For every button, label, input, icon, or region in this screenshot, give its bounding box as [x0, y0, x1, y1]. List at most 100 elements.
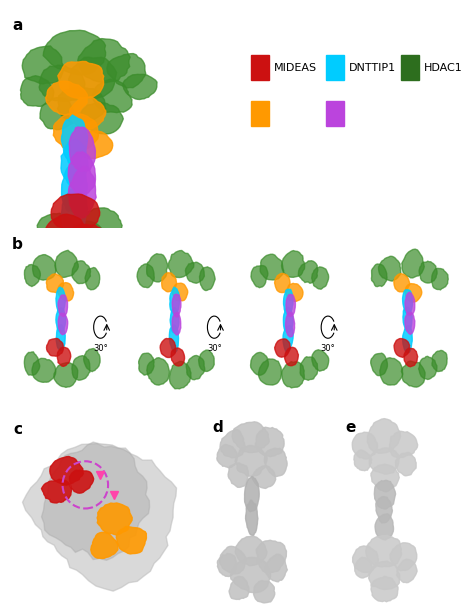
Polygon shape	[37, 213, 77, 245]
Polygon shape	[85, 268, 100, 290]
Polygon shape	[286, 284, 303, 301]
Polygon shape	[56, 325, 65, 351]
Polygon shape	[371, 464, 399, 492]
Polygon shape	[56, 308, 65, 332]
Polygon shape	[69, 57, 117, 98]
Polygon shape	[401, 361, 425, 387]
Polygon shape	[75, 131, 113, 159]
Polygon shape	[251, 266, 268, 288]
Polygon shape	[220, 430, 246, 458]
Polygon shape	[147, 358, 170, 385]
Polygon shape	[260, 254, 284, 280]
Polygon shape	[352, 432, 377, 459]
Polygon shape	[228, 463, 248, 487]
Polygon shape	[78, 39, 130, 83]
Polygon shape	[229, 576, 249, 600]
Polygon shape	[274, 274, 290, 293]
Polygon shape	[235, 536, 267, 566]
Polygon shape	[255, 427, 284, 457]
Polygon shape	[25, 258, 63, 299]
Polygon shape	[57, 87, 106, 124]
Polygon shape	[62, 115, 88, 165]
Polygon shape	[66, 241, 120, 286]
Polygon shape	[390, 543, 417, 571]
Bar	[326, 55, 344, 80]
Polygon shape	[405, 292, 415, 315]
Text: b: b	[12, 237, 23, 252]
Polygon shape	[116, 526, 146, 554]
Polygon shape	[375, 514, 393, 540]
Polygon shape	[72, 261, 91, 284]
Polygon shape	[75, 256, 110, 285]
Polygon shape	[125, 244, 157, 273]
Polygon shape	[92, 79, 132, 113]
Polygon shape	[57, 347, 71, 367]
Polygon shape	[372, 264, 387, 287]
Polygon shape	[58, 313, 68, 335]
Text: e: e	[345, 420, 356, 435]
Polygon shape	[91, 533, 118, 558]
Polygon shape	[171, 348, 184, 366]
Polygon shape	[282, 362, 304, 388]
Polygon shape	[45, 214, 87, 248]
Polygon shape	[402, 249, 424, 278]
Polygon shape	[369, 448, 400, 474]
Polygon shape	[107, 54, 146, 88]
Polygon shape	[371, 353, 387, 376]
Polygon shape	[123, 74, 157, 100]
Polygon shape	[371, 576, 398, 601]
Polygon shape	[83, 349, 100, 371]
Polygon shape	[70, 224, 107, 256]
Polygon shape	[312, 267, 328, 289]
Polygon shape	[405, 312, 415, 335]
Polygon shape	[389, 431, 418, 458]
Polygon shape	[24, 352, 40, 375]
Polygon shape	[162, 272, 176, 292]
Polygon shape	[199, 350, 214, 371]
Polygon shape	[23, 443, 176, 591]
Polygon shape	[72, 355, 90, 380]
Polygon shape	[51, 194, 100, 230]
Polygon shape	[380, 358, 403, 385]
Polygon shape	[300, 357, 318, 380]
Polygon shape	[274, 339, 291, 357]
Polygon shape	[298, 261, 318, 284]
Text: HDAC1: HDAC1	[424, 63, 463, 73]
Polygon shape	[46, 274, 64, 293]
Polygon shape	[285, 347, 299, 366]
Polygon shape	[200, 267, 215, 290]
Polygon shape	[61, 139, 88, 189]
Polygon shape	[258, 359, 282, 385]
Polygon shape	[252, 466, 276, 488]
Polygon shape	[80, 102, 123, 134]
Text: d: d	[212, 420, 223, 435]
Polygon shape	[283, 289, 293, 314]
Polygon shape	[56, 221, 107, 259]
Polygon shape	[82, 261, 131, 306]
Polygon shape	[53, 237, 98, 276]
Polygon shape	[419, 261, 437, 283]
Text: 30°: 30°	[207, 344, 222, 353]
Polygon shape	[139, 353, 154, 375]
Polygon shape	[32, 359, 56, 383]
Polygon shape	[68, 152, 95, 195]
Polygon shape	[232, 422, 269, 453]
Polygon shape	[402, 290, 412, 315]
Polygon shape	[432, 351, 447, 371]
Bar	[326, 101, 344, 126]
Polygon shape	[283, 307, 293, 333]
Polygon shape	[374, 480, 396, 509]
Bar	[251, 101, 269, 126]
Polygon shape	[235, 445, 267, 476]
Polygon shape	[379, 256, 401, 281]
Polygon shape	[58, 62, 104, 98]
Polygon shape	[254, 581, 275, 603]
Polygon shape	[168, 250, 194, 277]
Polygon shape	[397, 559, 417, 582]
Polygon shape	[402, 326, 412, 352]
Polygon shape	[57, 283, 73, 301]
Polygon shape	[217, 445, 237, 468]
Polygon shape	[46, 338, 63, 356]
Polygon shape	[251, 352, 268, 375]
Polygon shape	[42, 442, 150, 560]
